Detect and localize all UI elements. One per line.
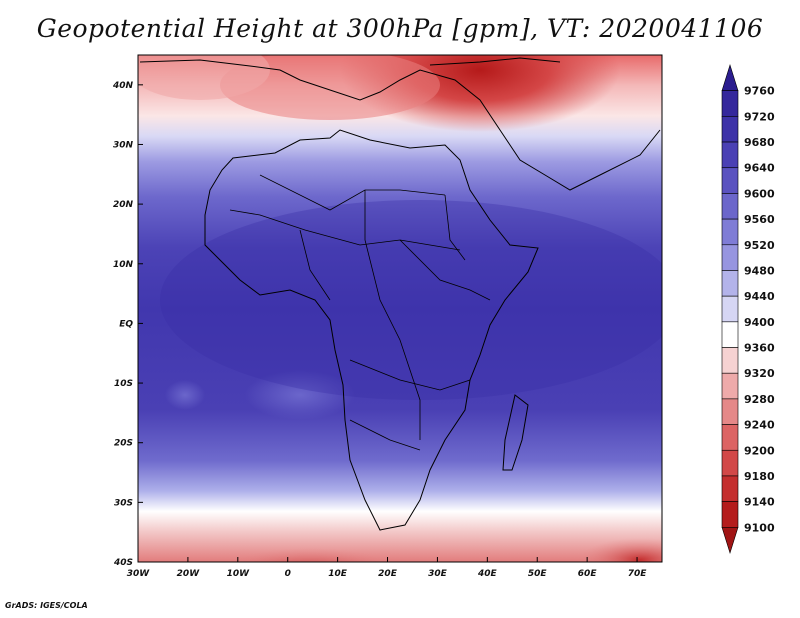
map-title: Geopotential Height at 300hPa [gpm], VT:… — [36, 14, 764, 43]
country-borders — [229, 174, 491, 451]
colorbar-segment — [721, 63, 739, 91]
lat-tick-label: 10S — [114, 379, 133, 389]
lon-tick-label: 10W — [227, 569, 251, 579]
lat-tick-label: 40S — [113, 558, 133, 568]
colorbar-segment — [721, 193, 739, 220]
colorbar-level-label: 9400 — [744, 316, 775, 329]
colorbar-segment — [721, 270, 739, 297]
lon-tick-label: 10E — [328, 569, 348, 579]
lon-tick-label: 20E — [378, 569, 398, 579]
lon-tick-label: 40E — [477, 569, 498, 579]
lon-tick-label: 70E — [628, 569, 648, 579]
colorbar-segment — [721, 218, 739, 246]
colorbar-level-label: 9480 — [744, 264, 775, 277]
colorbar-level-label: 9200 — [744, 444, 775, 457]
lon-tick-label: 60E — [578, 569, 598, 579]
latitude-axis: 40S 30S 20S 10S EQ 10N 20N 30N 40N — [112, 81, 143, 568]
longitude-axis: 30W 20W 10W 0 10E 20E 30E 40E 50E 60E 70E — [127, 557, 647, 579]
height-field — [138, 55, 662, 562]
coastlines — [139, 57, 661, 531]
colorbar-segment — [721, 141, 739, 169]
lat-tick-label: 40N — [112, 81, 134, 91]
colorbar-segment — [721, 449, 739, 477]
colorbar-level-label: 9360 — [744, 342, 775, 355]
plot-frame — [137, 54, 663, 563]
lon-tick-label: 30E — [428, 569, 448, 579]
colorbar-level-label: 9600 — [744, 187, 775, 200]
lat-tick-label: EQ — [119, 319, 133, 329]
colorbar-segment — [721, 167, 739, 194]
colorbar-level-label: 9280 — [744, 393, 775, 406]
lon-tick-label: 0 — [285, 569, 291, 579]
colorbar-level-label: 9720 — [744, 110, 775, 123]
grads-credit: GrADS: IGES/COLA — [5, 601, 88, 610]
colorbar-level-label: 9760 — [744, 85, 775, 98]
lat-tick-label: 20S — [114, 439, 133, 449]
colorbar-level-label: 9640 — [744, 162, 775, 175]
lat-tick-label: 30S — [114, 498, 133, 508]
lon-tick-label: 30W — [127, 569, 151, 579]
colorbar-level-label: 9520 — [744, 239, 775, 252]
colorbar-segment — [721, 398, 739, 425]
colorbar-segment — [721, 372, 739, 400]
colorbar-segment — [721, 424, 739, 451]
colorbar-level-label: 9680 — [744, 136, 775, 149]
lon-tick-label: 20W — [177, 569, 201, 579]
colorbar-segment — [721, 527, 739, 555]
lon-tick-label: 50E — [528, 569, 548, 579]
colorbar-level-label: 9100 — [744, 521, 775, 534]
colorbar-segment — [721, 244, 739, 271]
lat-tick-label: 20N — [113, 200, 134, 210]
colorbar-segment — [721, 347, 739, 374]
colorbar-segment — [721, 475, 739, 502]
colorbar-level-label: 9440 — [744, 290, 775, 303]
colorbar-level-label: 9560 — [744, 213, 775, 226]
colorbar-segment — [721, 321, 739, 348]
lat-tick-label: 10N — [113, 260, 134, 270]
colorbar-level-label: 9180 — [744, 470, 775, 483]
colorbar-segment — [721, 116, 739, 143]
colorbar-level-label: 9320 — [744, 367, 775, 380]
colorbar-segment — [721, 501, 739, 528]
lat-tick-label: 30N — [113, 140, 134, 150]
colorbar-segment — [721, 90, 739, 117]
colorbar-segment — [721, 295, 739, 323]
colorbar-level-label: 9140 — [744, 496, 775, 509]
colorbar-level-label: 9240 — [744, 419, 775, 432]
